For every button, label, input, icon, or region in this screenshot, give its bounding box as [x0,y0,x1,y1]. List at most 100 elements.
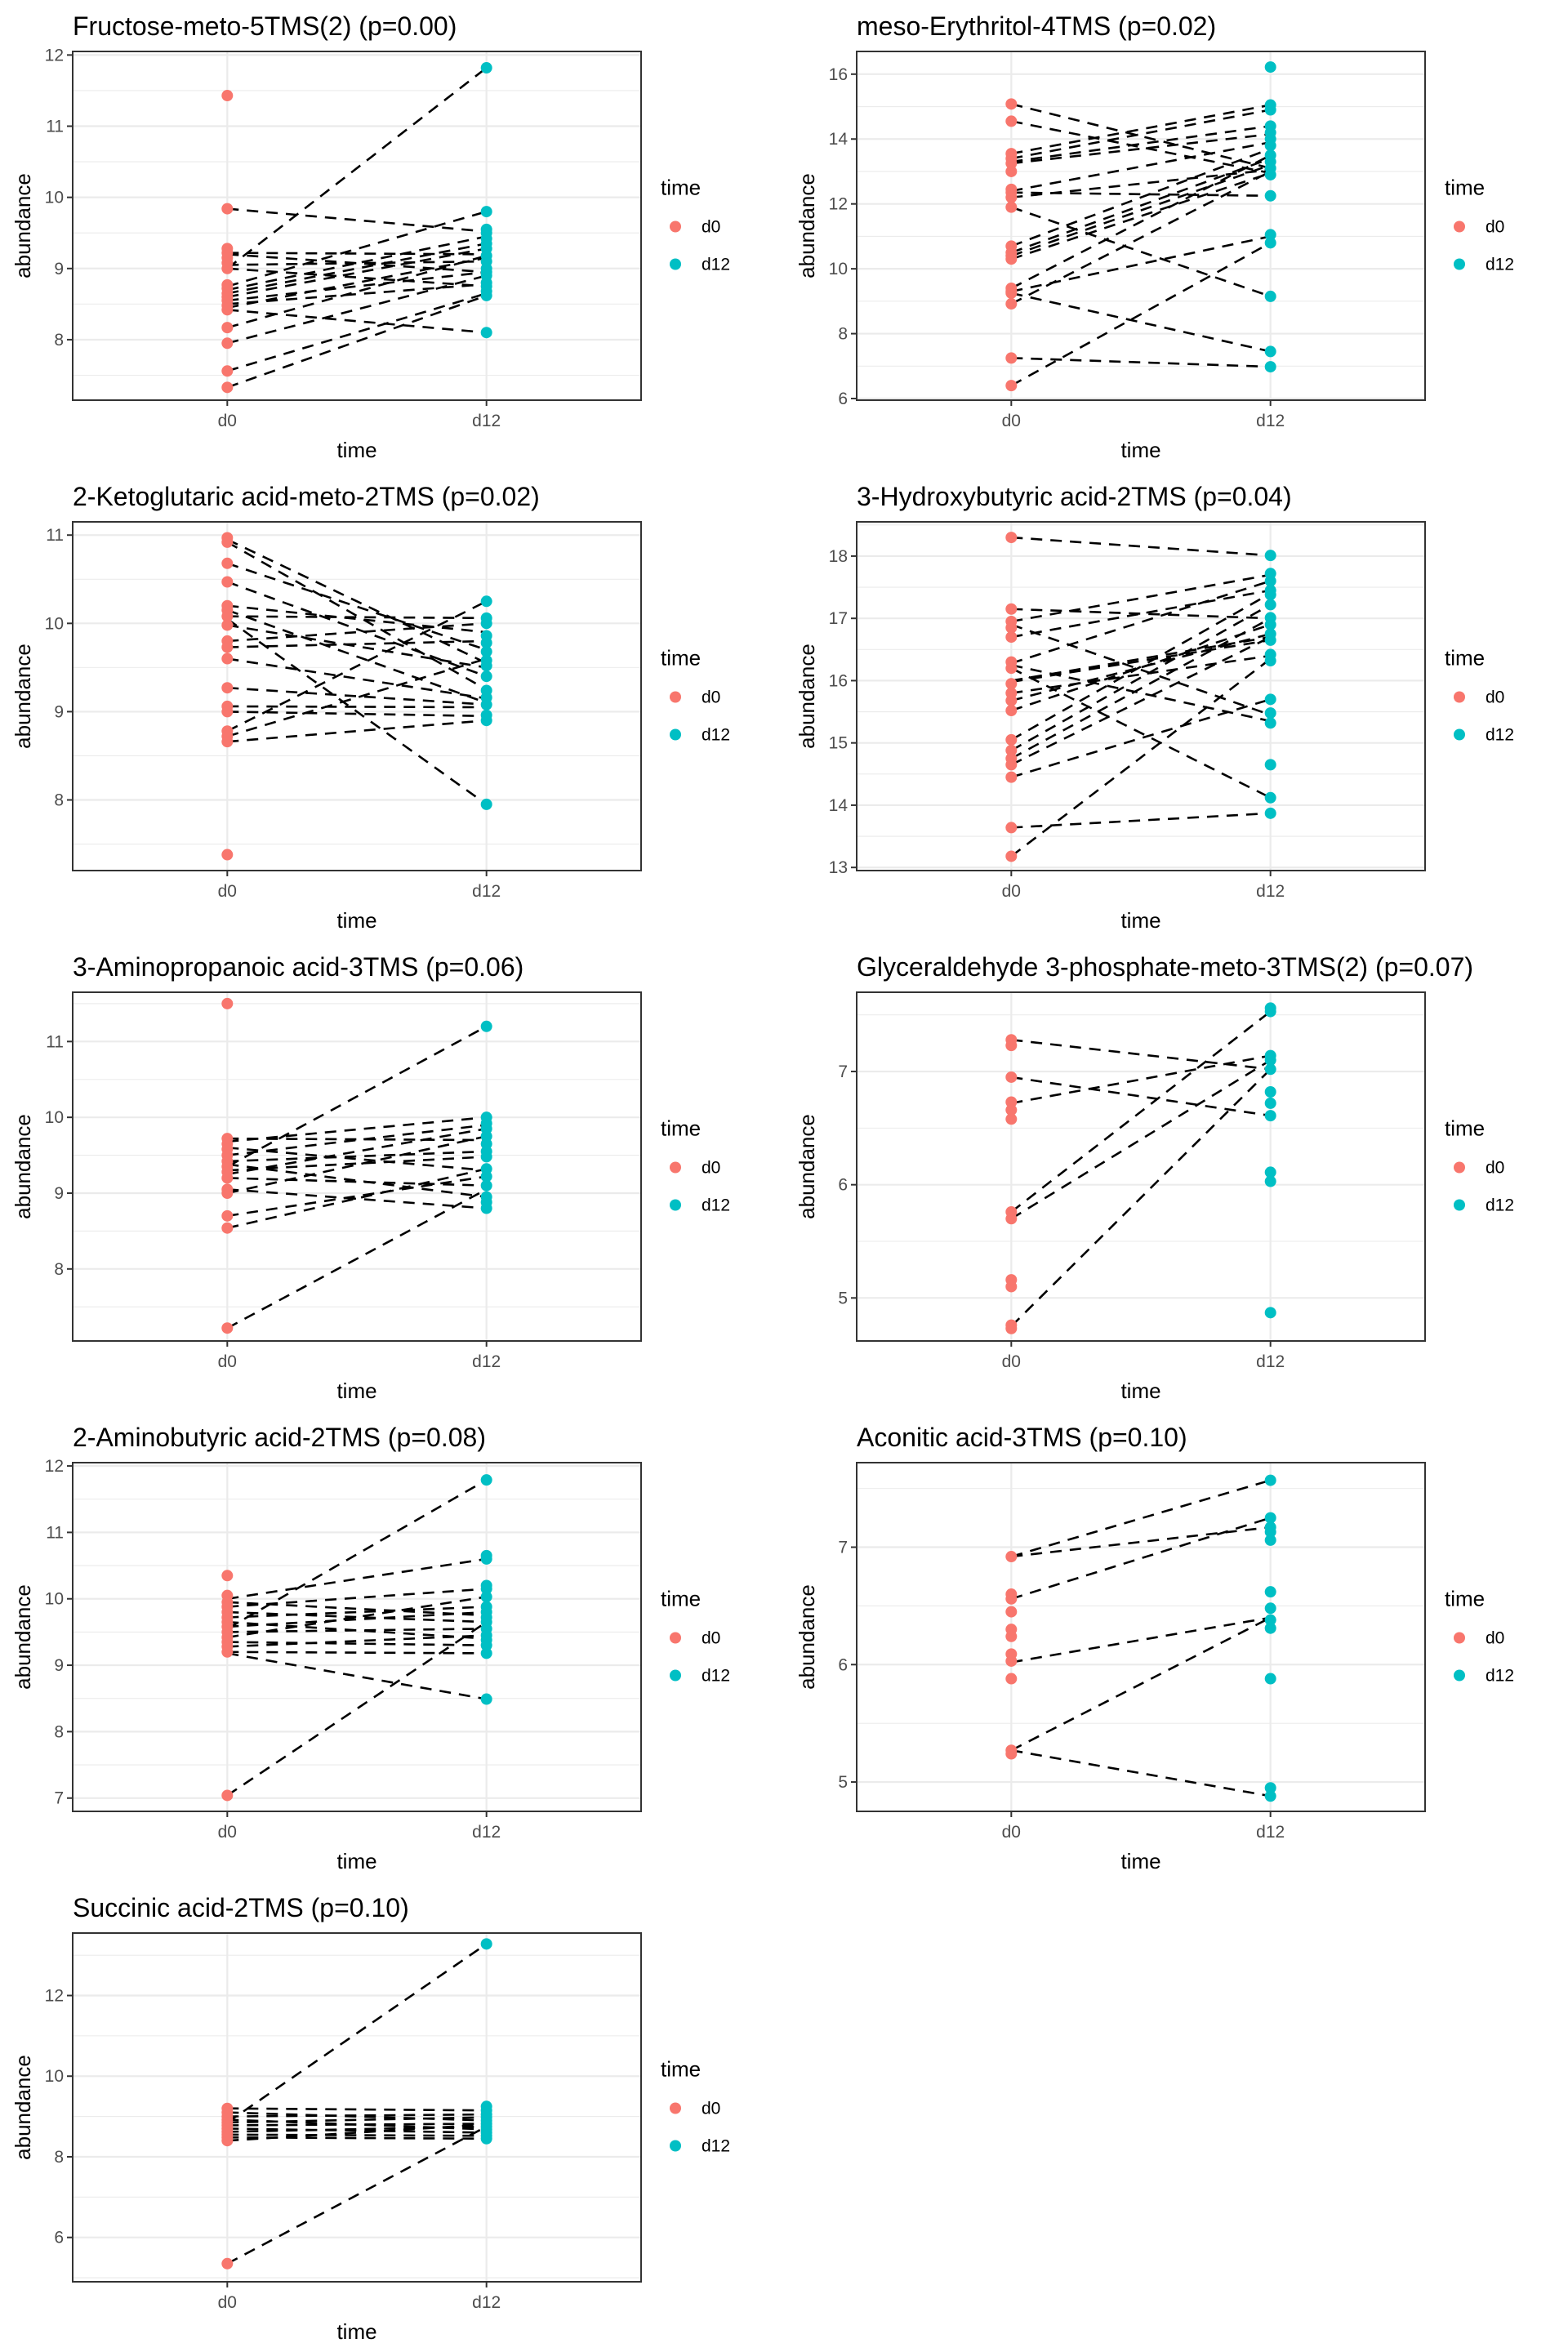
point-d12 [1264,791,1276,804]
paired-line [227,1127,487,1176]
point-d0 [1005,744,1018,756]
point-d12 [1264,1110,1276,1122]
point-d0 [1005,1213,1018,1225]
paired-line [226,67,488,270]
paired-line [227,260,487,266]
y-axis-title: abundance [795,644,819,749]
legend-key-d0 [670,1161,681,1174]
paired-line [1010,632,1272,702]
paired-line [227,1641,487,1646]
x-tick-label: d0 [1002,882,1021,901]
y-axis-title: abundance [11,1114,35,1219]
plot-background [73,992,641,1341]
point-d0 [1005,1104,1018,1116]
legend-label: d0 [1486,218,1504,237]
point-d0 [1005,253,1018,265]
x-tick-label: d0 [1002,412,1021,430]
paired-line [1011,125,1271,163]
y-tick-label: 11 [46,1523,64,1542]
paired-line [227,235,487,292]
point-d0 [1005,1113,1018,1125]
point-d12 [1264,1307,1276,1319]
paired-line [227,267,487,287]
legend-key-d0 [1454,1161,1465,1174]
paired-line [1010,147,1272,247]
legend-key-d12 [1454,258,1465,270]
y-axis-title: abundance [795,173,819,278]
point-d12 [480,1151,492,1163]
paired-line [1010,1517,1272,1601]
point-d12 [1264,634,1276,646]
legend-label: d12 [702,1196,730,1215]
y-tick-label: 9 [54,702,64,721]
point-d12 [1264,189,1276,202]
legend-key-d12 [1454,728,1465,741]
x-tick-label: d12 [1256,882,1285,901]
point-d0 [221,536,234,548]
paired-line [1011,1076,1271,1117]
paired-line [1010,242,1272,387]
paired-line [226,274,488,345]
chart-title: 3-Aminopropanoic acid-3TMS (p=0.06) [73,952,523,982]
point-d0 [221,1187,234,1199]
point-d12 [480,1202,492,1214]
y-tick-label: 6 [838,1176,848,1195]
paired-line [227,256,487,309]
paired-line [1010,154,1272,290]
legend-label: d0 [1486,1159,1504,1178]
point-d12 [480,670,492,683]
plot-background [857,992,1425,1341]
point-d0 [1005,771,1018,783]
legend-key-d12 [670,728,681,741]
paired-line [1010,1616,1272,1752]
chart-title: Succinic acid-2TMS (p=0.10) [73,1893,409,1922]
paired-line [1010,1479,1272,1558]
x-axis-title: time [1120,908,1160,933]
y-tick-label: 9 [54,1656,64,1675]
point-d0 [221,641,234,653]
x-tick-label: d12 [1256,1352,1285,1371]
y-tick-label: 12 [45,1987,64,2006]
paired-line [227,639,487,648]
chart-title: 2-Aminobutyric acid-2TMS (p=0.08) [73,1423,486,1452]
legend-label: d0 [702,218,720,237]
point-d0 [221,706,234,718]
paired-line [1011,1616,1271,1664]
x-tick-label: d12 [1256,412,1285,430]
paired-line [1010,617,1272,760]
legend-key-d12 [670,1199,681,1211]
legend-label: d0 [702,688,720,707]
y-tick-label: 9 [54,260,64,278]
point-d12 [1264,1782,1276,1794]
plot-background [73,1933,641,2282]
paired-line [226,254,488,329]
x-axis-title: time [336,1379,376,1403]
point-d0 [1005,850,1018,862]
paired-line [226,1025,488,1168]
chart-panel: 2-Ketoglutaric acid-meto-2TMS (p=0.02) 8 9… [11,482,730,933]
x-tick-label: d0 [218,412,237,430]
point-d12 [480,1179,492,1192]
plot-background [73,1463,641,1811]
paired-line [1010,580,1272,665]
y-axis-title: abundance [11,644,35,749]
x-tick-label: d0 [218,1823,237,1842]
x-tick-label: d12 [472,1823,501,1842]
paired-line [227,1137,487,1142]
y-tick-label: 13 [829,858,848,877]
paired-line [1010,172,1272,261]
paired-line [227,1596,487,1639]
point-d0 [1005,621,1018,634]
paired-line [226,608,488,704]
y-tick-label: 16 [829,65,848,84]
point-d0 [221,203,234,215]
y-tick-label: 16 [829,671,848,690]
paired-line [227,1610,487,1624]
paired-line [1010,635,1272,766]
paired-line [227,1150,487,1163]
point-d0 [1005,1655,1018,1667]
